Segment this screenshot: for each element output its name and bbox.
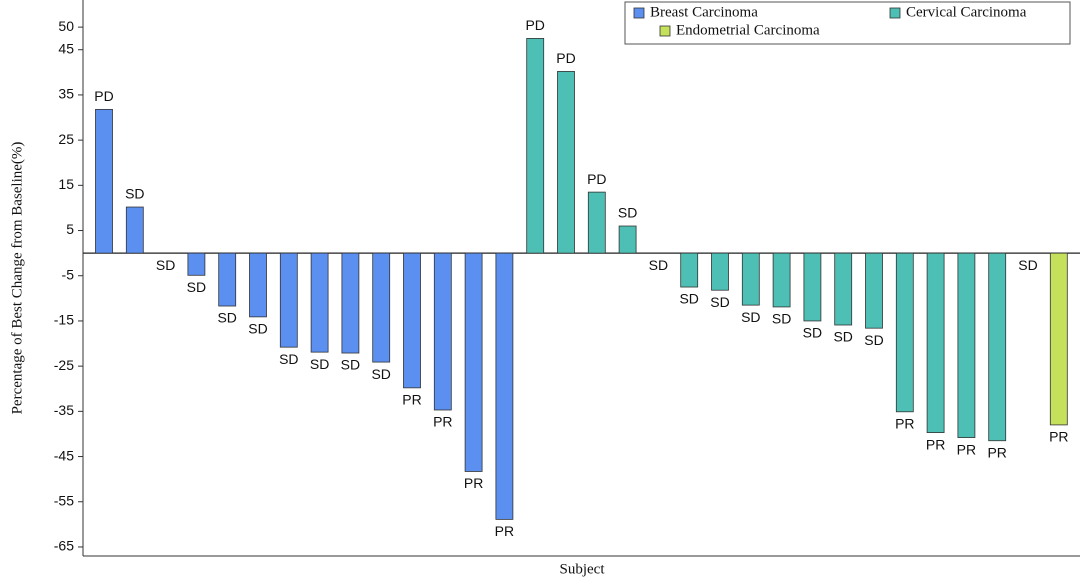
- y-tick-label: -5: [62, 266, 75, 282]
- bar: [218, 252, 237, 307]
- bar: [372, 252, 391, 363]
- bar: [1049, 252, 1068, 426]
- y-tick-label: -25: [54, 357, 74, 373]
- data-label: SD: [1018, 257, 1037, 273]
- y-tick-label: 15: [58, 176, 74, 192]
- data-label: PD: [94, 88, 113, 104]
- data-label: PR: [987, 444, 1006, 460]
- data-label: PD: [525, 17, 544, 33]
- bar: [865, 252, 883, 329]
- data-label: SD: [710, 294, 729, 310]
- bar: [464, 252, 483, 472]
- data-label: SD: [217, 310, 236, 326]
- y-tick-label: 5: [66, 221, 74, 237]
- bar: [187, 252, 206, 276]
- data-label: PD: [556, 50, 575, 66]
- legend-label: Breast Carcinoma: [650, 4, 758, 20]
- data-label: SD: [310, 356, 329, 372]
- data-label: SD: [371, 366, 390, 382]
- bar: [772, 252, 791, 308]
- y-axis-label: Percentage of Best Change from Baseline(…: [9, 142, 25, 415]
- bar: [433, 252, 452, 411]
- data-label: SD: [772, 311, 791, 327]
- data-label: SD: [279, 351, 298, 367]
- data-label: SD: [248, 321, 267, 337]
- y-tick-label: -35: [54, 402, 74, 418]
- data-label: PD: [587, 171, 606, 187]
- data-label: PR: [464, 475, 483, 491]
- data-label: SD: [679, 291, 698, 307]
- y-tick-label: -65: [54, 538, 74, 554]
- x-axis-label: Subject: [560, 561, 606, 577]
- bar: [741, 252, 760, 306]
- data-label: PR: [1049, 429, 1068, 445]
- data-label: SD: [187, 279, 206, 295]
- y-tick-label: 25: [58, 131, 74, 147]
- data-label: SD: [833, 329, 852, 345]
- bar: [680, 252, 699, 288]
- bar: [341, 252, 360, 354]
- bar: [587, 191, 606, 254]
- bar: [125, 206, 144, 254]
- data-label: SD: [864, 332, 883, 348]
- y-tick-label: 35: [58, 86, 74, 102]
- bar: [834, 252, 853, 326]
- bar: [618, 225, 637, 254]
- bar: [895, 252, 914, 413]
- legend-label: Cervical Carcinoma: [906, 4, 1027, 20]
- data-label: SD: [125, 186, 144, 202]
- y-tick-label: 45: [58, 40, 74, 56]
- bar: [95, 108, 113, 254]
- legend-swatch: [659, 25, 671, 37]
- legend-swatch: [633, 7, 645, 19]
- bar: [557, 71, 575, 254]
- data-label: PR: [895, 416, 914, 432]
- data-label: PR: [402, 392, 421, 408]
- legend-swatch: [889, 7, 901, 19]
- y-tick-label: -45: [54, 447, 74, 463]
- bar: [249, 252, 267, 318]
- y-tick-label: -15: [54, 312, 74, 328]
- bar: [988, 252, 1007, 442]
- data-label: SD: [156, 257, 175, 273]
- data-label: SD: [649, 257, 668, 273]
- bar: [803, 252, 822, 322]
- y-tick-label: -55: [54, 492, 74, 508]
- bar: [279, 252, 298, 348]
- bar: [495, 252, 514, 520]
- legend-box: [624, 1, 1071, 45]
- legend-label: Endometrial Carcinoma: [676, 22, 820, 38]
- bar: [711, 252, 729, 291]
- data-label: SD: [341, 357, 360, 373]
- bar: [926, 252, 945, 433]
- bar: [403, 252, 421, 389]
- data-label: PR: [957, 441, 976, 457]
- data-label: PR: [495, 523, 514, 539]
- data-label: SD: [741, 309, 760, 325]
- bar: [957, 252, 976, 438]
- data-label: PR: [433, 414, 452, 430]
- data-label: SD: [618, 205, 637, 221]
- data-label: PR: [926, 436, 945, 452]
- y-tick-label: 50: [58, 18, 74, 34]
- bar: [526, 38, 545, 254]
- bar: [310, 252, 329, 353]
- data-label: SD: [803, 325, 822, 341]
